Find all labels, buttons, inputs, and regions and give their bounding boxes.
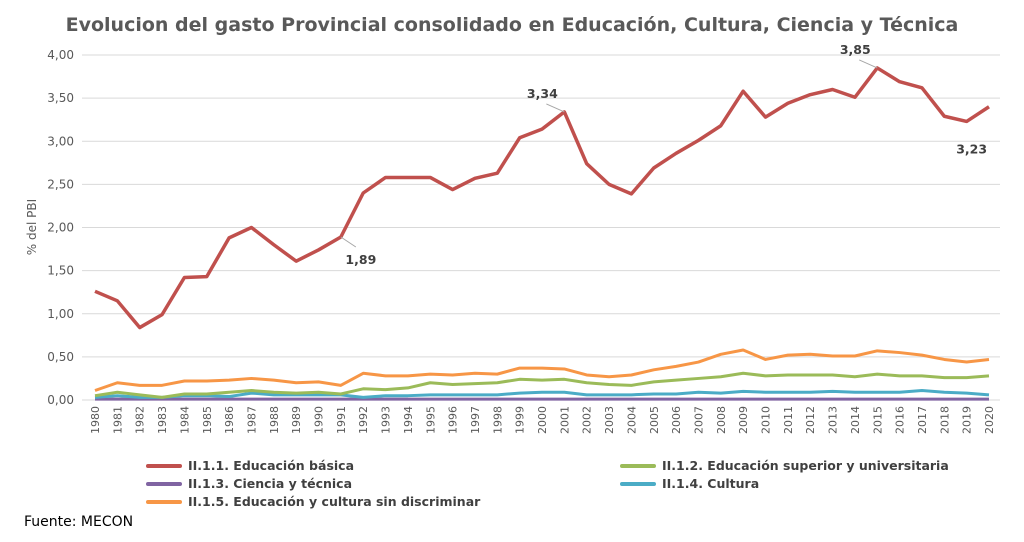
legend-swatch [146, 481, 182, 486]
data-label: 3,34 [527, 86, 558, 101]
legend-label: II.1.5. Educación y cultura sin discrimi… [188, 494, 481, 509]
x-tick-label: 1983 [156, 406, 169, 434]
x-tick-label: 2017 [916, 406, 929, 434]
x-tick-label: 2014 [849, 406, 862, 434]
y-tick-label: 4,00 [47, 48, 74, 62]
x-tick-label: 1999 [514, 406, 527, 434]
x-tick-label: 1993 [380, 406, 393, 434]
x-tick-label: 1980 [89, 406, 102, 434]
y-tick-label: 2,00 [47, 221, 74, 235]
annotation-leader-line [546, 103, 565, 113]
x-tick-label: 1986 [223, 406, 236, 434]
x-tick-label: 2004 [625, 406, 638, 434]
annotation-leader-line [340, 236, 357, 248]
legend-item-ciencia-tecnica: II.1.3. Ciencia y técnica [146, 476, 352, 491]
x-tick-label: 1992 [357, 406, 370, 434]
y-tick-label: 1,00 [47, 307, 74, 321]
legend-item-sin-discriminar: II.1.5. Educación y cultura sin discrimi… [146, 494, 480, 509]
series-line-2 [94, 371, 990, 399]
x-tick-label: 1988 [268, 406, 281, 434]
legend-item-educacion-basica: II.1.1. Educación básica [146, 458, 354, 473]
legend-label: II.1.3. Ciencia y técnica [188, 476, 353, 491]
x-tick-label: 2020 [983, 406, 996, 434]
y-tick-label: 3,50 [47, 91, 74, 105]
x-tick-label: 2011 [782, 406, 795, 434]
x-tick-label: 2009 [737, 406, 750, 434]
chart-title: Evolucion del gasto Provincial consolida… [65, 14, 959, 36]
x-tick-label: 1984 [178, 406, 191, 434]
x-tick-label: 2019 [961, 406, 974, 434]
y-tick-label: 0,00 [47, 393, 74, 407]
y-tick-label: 0,50 [47, 350, 74, 364]
x-tick-label: 2015 [871, 406, 884, 434]
x-tick-label: 2010 [760, 406, 773, 434]
x-tick-label: 1995 [424, 406, 437, 434]
x-tick-label: 2018 [938, 406, 951, 434]
legend-swatch [146, 499, 182, 504]
x-tick-label: 2006 [670, 406, 683, 434]
series-line-4 [94, 389, 990, 399]
data-label: 1,89 [345, 252, 376, 267]
x-tick-label: 2012 [804, 406, 817, 434]
source-note: Fuente: MECON [24, 514, 134, 530]
legend-label: II.1.4. Cultura [662, 476, 760, 491]
legend-label: II.1.1. Educación básica [188, 458, 355, 473]
series-line-5 [94, 348, 990, 392]
x-tick-label: 1991 [335, 406, 348, 434]
x-tick-label: 1994 [402, 406, 415, 434]
x-tick-label: 2005 [648, 406, 661, 434]
legend-label: II.1.2. Educación superior y universitar… [662, 458, 949, 473]
y-tick-label: 2,50 [47, 177, 74, 191]
x-tick-label: 1997 [469, 406, 482, 434]
x-tick-label: 2007 [692, 406, 705, 434]
legend-item-educacion-superior: II.1.2. Educación superior y universitar… [620, 458, 949, 473]
x-tick-label: 1996 [447, 406, 460, 434]
data-label: 3,23 [956, 141, 987, 156]
x-tick-label: 1989 [290, 406, 303, 434]
x-tick-label: 2008 [715, 406, 728, 434]
legend-swatch [146, 463, 182, 468]
x-tick-label: 1982 [134, 406, 147, 434]
x-tick-label: 1987 [245, 406, 258, 434]
series-line-1 [94, 66, 990, 330]
x-tick-label: 2000 [536, 406, 549, 434]
x-tick-label: 1985 [201, 406, 214, 434]
annotation-leader-line [859, 59, 878, 69]
x-tick-label: 2013 [827, 406, 840, 434]
x-tick-label: 1998 [491, 406, 504, 434]
legend-swatch [620, 481, 656, 486]
x-tick-label: 2016 [894, 406, 907, 434]
y-tick-label: 3,00 [47, 134, 74, 148]
x-tick-label: 2002 [581, 406, 594, 434]
x-tick-label: 1990 [313, 406, 326, 434]
x-tick-label: 2003 [603, 406, 616, 434]
legend-swatch [620, 463, 656, 468]
x-tick-label: 2001 [558, 406, 571, 434]
y-tick-label: 1,50 [47, 264, 74, 278]
data-label: 3,85 [840, 42, 871, 57]
legend-item-cultura: II.1.4. Cultura [620, 476, 759, 491]
x-tick-label: 1981 [111, 406, 124, 434]
